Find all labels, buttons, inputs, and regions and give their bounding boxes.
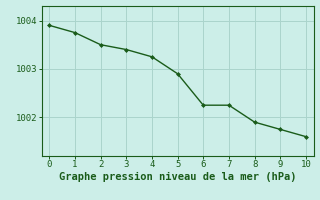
X-axis label: Graphe pression niveau de la mer (hPa): Graphe pression niveau de la mer (hPa) (59, 172, 296, 182)
